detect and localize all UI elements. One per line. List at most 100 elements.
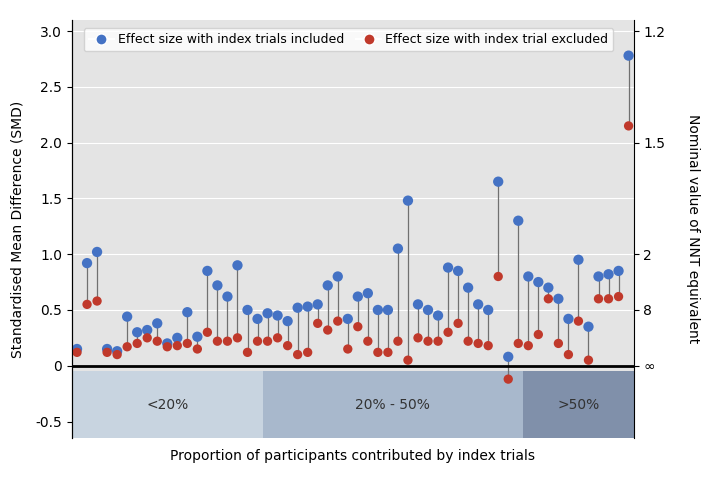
- Point: [252, 337, 264, 345]
- Point: [593, 295, 604, 303]
- Point: [432, 337, 444, 345]
- Point: [603, 270, 614, 278]
- Point: [272, 312, 284, 320]
- Point: [302, 349, 313, 357]
- Point: [312, 300, 323, 308]
- Point: [352, 323, 364, 331]
- Point: [232, 261, 243, 269]
- Point: [442, 263, 454, 271]
- Point: [523, 342, 534, 350]
- Legend: Effect size with index trials included, Effect size with index trial excluded: Effect size with index trials included, …: [84, 28, 613, 51]
- Point: [492, 178, 504, 186]
- Point: [262, 309, 274, 317]
- Point: [362, 289, 374, 297]
- Point: [242, 306, 253, 314]
- Point: [533, 278, 544, 286]
- Point: [613, 267, 624, 275]
- Point: [102, 349, 113, 357]
- Point: [472, 300, 484, 308]
- Y-axis label: Nominal value of NNT equivalent: Nominal value of NNT equivalent: [686, 115, 700, 344]
- Point: [562, 315, 574, 323]
- Point: [623, 122, 634, 130]
- Point: [71, 345, 83, 353]
- Point: [503, 353, 514, 361]
- Bar: [263, 372, 523, 438]
- Point: [132, 340, 143, 348]
- Text: >50%: >50%: [557, 398, 600, 412]
- Point: [513, 217, 524, 225]
- Point: [513, 340, 524, 348]
- Point: [242, 349, 253, 357]
- Point: [523, 272, 534, 280]
- Point: [112, 351, 123, 359]
- Point: [543, 295, 554, 303]
- Point: [81, 300, 93, 308]
- Point: [613, 293, 624, 301]
- X-axis label: Proportion of participants contributed by index trials: Proportion of participants contributed b…: [171, 449, 535, 463]
- Point: [232, 334, 243, 342]
- Point: [91, 248, 103, 256]
- Point: [81, 259, 93, 267]
- Point: [112, 347, 123, 355]
- Point: [292, 304, 303, 312]
- Point: [161, 340, 173, 348]
- Point: [222, 337, 233, 345]
- Point: [332, 317, 343, 325]
- Point: [572, 256, 584, 264]
- Point: [141, 326, 153, 334]
- Text: 20% - 50%: 20% - 50%: [356, 398, 431, 412]
- Point: [192, 333, 203, 341]
- Point: [122, 343, 133, 351]
- Point: [71, 349, 83, 357]
- Point: [181, 308, 193, 316]
- Point: [372, 306, 384, 314]
- Point: [452, 319, 464, 327]
- Point: [141, 334, 153, 342]
- Point: [151, 319, 163, 327]
- Point: [222, 293, 233, 301]
- Point: [442, 328, 454, 336]
- Point: [402, 356, 414, 364]
- Point: [282, 342, 293, 350]
- Point: [553, 340, 564, 348]
- Point: [151, 337, 163, 345]
- Point: [212, 337, 223, 345]
- Point: [272, 334, 284, 342]
- Point: [392, 245, 404, 252]
- Point: [562, 351, 574, 359]
- Point: [332, 272, 343, 280]
- Point: [432, 312, 444, 320]
- Point: [413, 334, 424, 342]
- Point: [161, 343, 173, 351]
- Point: [372, 349, 384, 357]
- Point: [362, 337, 374, 345]
- Point: [503, 375, 514, 383]
- Point: [422, 306, 433, 314]
- Point: [572, 317, 584, 325]
- Point: [262, 337, 274, 345]
- Point: [192, 345, 203, 353]
- Point: [102, 345, 113, 353]
- Point: [413, 300, 424, 308]
- Point: [402, 197, 414, 205]
- Point: [91, 297, 103, 305]
- Point: [462, 284, 474, 292]
- Point: [132, 328, 143, 336]
- Point: [202, 267, 213, 275]
- Point: [543, 284, 554, 292]
- Point: [492, 272, 504, 280]
- Point: [322, 281, 333, 289]
- Point: [212, 281, 223, 289]
- Point: [603, 295, 614, 303]
- Point: [202, 328, 213, 336]
- Point: [482, 306, 494, 314]
- Point: [171, 334, 183, 342]
- Point: [302, 303, 313, 311]
- Point: [593, 272, 604, 280]
- Bar: [523, 372, 634, 438]
- Point: [462, 337, 474, 345]
- Point: [322, 326, 333, 334]
- Point: [452, 267, 464, 275]
- Point: [352, 293, 364, 301]
- Point: [382, 349, 394, 357]
